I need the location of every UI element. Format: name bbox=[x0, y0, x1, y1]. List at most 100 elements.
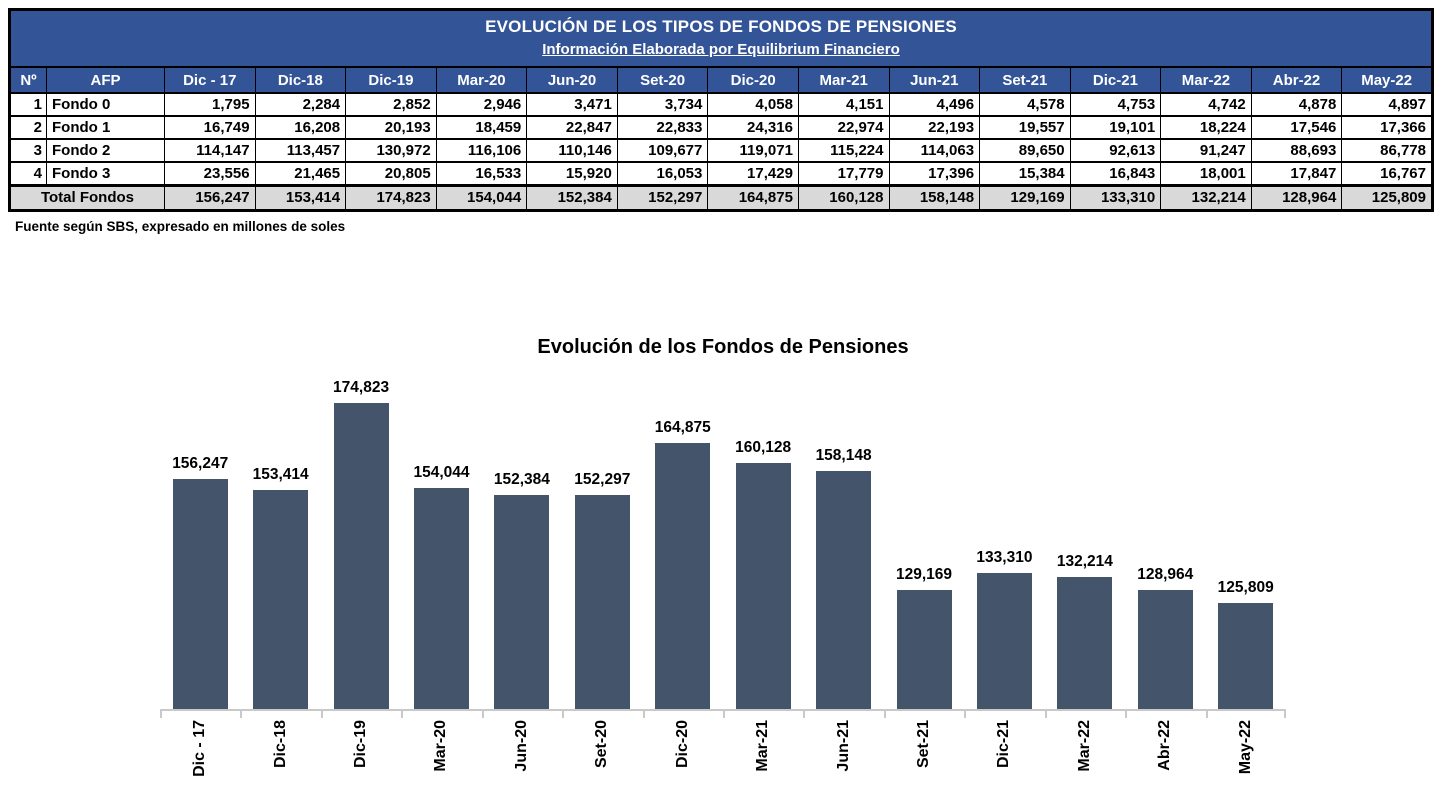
table-title-cell: EVOLUCIÓN DE LOS TIPOS DE FONDOS DE PENS… bbox=[9, 9, 1433, 68]
fund-value: 15,384 bbox=[979, 161, 1071, 186]
fund-value: 24,316 bbox=[707, 115, 799, 140]
axis-tick bbox=[1044, 711, 1047, 718]
column-header: Set-20 bbox=[616, 66, 709, 94]
fund-value: 17,779 bbox=[797, 161, 890, 186]
bar-slot: 160,128 bbox=[723, 372, 803, 709]
bar-data-label: 158,148 bbox=[815, 447, 872, 464]
total-value: 153,414 bbox=[254, 183, 347, 211]
column-header: Dic-19 bbox=[345, 66, 437, 94]
x-label-slot: Dic-19 bbox=[321, 720, 401, 812]
axis-tick bbox=[320, 711, 323, 718]
axis-tick bbox=[883, 711, 886, 718]
bar bbox=[333, 403, 389, 709]
x-axis-label: Dic-19 bbox=[352, 720, 370, 769]
fund-value: 86,778 bbox=[1341, 138, 1433, 163]
x-label-slot: Dic-21 bbox=[964, 720, 1044, 812]
fund-value: 17,429 bbox=[707, 161, 799, 186]
bar-data-label: 152,297 bbox=[574, 471, 631, 488]
x-axis-label: Abr-22 bbox=[1156, 720, 1174, 771]
bar-slot: 152,384 bbox=[482, 372, 562, 709]
bar bbox=[735, 463, 791, 709]
fund-value: 114,063 bbox=[888, 138, 981, 163]
bar-data-label: 133,310 bbox=[976, 549, 1033, 566]
fund-value: 2,284 bbox=[254, 92, 347, 117]
bar-slot: 153,414 bbox=[240, 372, 320, 709]
fund-value: 1,795 bbox=[164, 92, 256, 117]
bar bbox=[413, 488, 469, 709]
fund-value: 4,496 bbox=[888, 92, 981, 117]
x-label-slot: Jun-21 bbox=[803, 720, 883, 812]
fund-value: 20,805 bbox=[345, 161, 437, 186]
fund-value: 114,147 bbox=[164, 138, 256, 163]
fund-value: 89,650 bbox=[979, 138, 1071, 163]
table-row: 1 Fondo 0 1,795 2,284 2,852 2,946 3,471 3,734 4,… bbox=[9, 92, 1433, 117]
column-header: Dic - 17 bbox=[164, 66, 256, 94]
bar bbox=[816, 471, 872, 709]
bar-data-label: 153,414 bbox=[252, 466, 309, 483]
fund-value: 22,833 bbox=[616, 115, 709, 140]
bar-slot: 156,247 bbox=[160, 372, 240, 709]
fund-value: 17,396 bbox=[888, 161, 981, 186]
fund-value: 2,852 bbox=[345, 92, 437, 117]
fund-value: 88,693 bbox=[1250, 138, 1343, 163]
bar-data-label: 152,384 bbox=[493, 471, 550, 488]
bar-slot: 158,148 bbox=[803, 372, 883, 709]
fund-value: 22,847 bbox=[526, 115, 618, 140]
column-header: Mar-20 bbox=[435, 66, 528, 94]
x-axis-label: Dic-20 bbox=[673, 720, 691, 769]
fund-name: Fondo 0 bbox=[46, 92, 165, 117]
fund-name: Fondo 3 bbox=[46, 161, 165, 186]
total-label: Total Fondos bbox=[9, 183, 165, 211]
total-value: 154,044 bbox=[435, 183, 528, 211]
total-value: 164,875 bbox=[707, 183, 799, 211]
fund-value: 113,457 bbox=[254, 138, 347, 163]
fund-value: 19,101 bbox=[1069, 115, 1162, 140]
x-axis-label: Dic - 17 bbox=[191, 720, 209, 777]
pension-funds-table-section: EVOLUCIÓN DE LOS TIPOS DE FONDOS DE PENS… bbox=[8, 8, 1434, 234]
fund-value: 119,071 bbox=[707, 138, 799, 163]
fund-value: 16,053 bbox=[616, 161, 709, 186]
column-header: Dic-20 bbox=[707, 66, 799, 94]
total-value: 160,128 bbox=[797, 183, 890, 211]
bar bbox=[1057, 577, 1113, 709]
chart-x-axis bbox=[160, 709, 1286, 718]
fund-value: 16,208 bbox=[254, 115, 347, 140]
bar-slot: 128,964 bbox=[1125, 372, 1205, 709]
axis-tick bbox=[723, 711, 725, 718]
fund-value: 23,556 bbox=[164, 161, 256, 186]
fund-value: 16,749 bbox=[164, 115, 256, 140]
bar bbox=[976, 573, 1032, 709]
fund-value: 18,459 bbox=[435, 115, 528, 140]
column-header: Jun-20 bbox=[526, 66, 618, 94]
x-axis-label: Jun-20 bbox=[512, 720, 530, 772]
x-axis-label: May-22 bbox=[1236, 720, 1254, 775]
row-number: 2 bbox=[9, 115, 47, 140]
total-value: 125,809 bbox=[1341, 183, 1433, 211]
column-header: Mar-21 bbox=[797, 66, 890, 94]
table-subtitle: Información Elaborada por Equilibrium Fi… bbox=[542, 41, 900, 58]
row-number: 3 bbox=[9, 138, 47, 163]
fund-value: 17,546 bbox=[1250, 115, 1343, 140]
table-title: EVOLUCIÓN DE LOS TIPOS DE FONDOS DE PENS… bbox=[485, 17, 957, 36]
column-header: Abr-22 bbox=[1250, 66, 1343, 94]
fund-value: 17,847 bbox=[1250, 161, 1343, 186]
column-header: Mar-22 bbox=[1160, 66, 1252, 94]
axis-tick bbox=[642, 711, 645, 718]
axis-tick bbox=[562, 711, 565, 718]
bar-data-label: 154,044 bbox=[413, 464, 470, 481]
column-header: Jun-21 bbox=[888, 66, 981, 94]
column-header: Dic-18 bbox=[254, 66, 347, 94]
fund-value: 4,897 bbox=[1341, 92, 1433, 117]
fund-value: 4,753 bbox=[1069, 92, 1162, 117]
chart-x-axis-labels: Dic - 17 Dic-18 Dic-19 Mar-20 Jun-20 Set-20 Di… bbox=[160, 720, 1286, 812]
row-number: 4 bbox=[9, 161, 47, 186]
bar-data-label: 129,169 bbox=[895, 566, 953, 583]
x-axis-label: Set-21 bbox=[915, 720, 932, 769]
total-value: 152,297 bbox=[616, 183, 709, 211]
fund-value: 110,146 bbox=[526, 138, 618, 163]
table-header-row: Nº AFP Dic - 17 Dic-18 Dic-19 Mar-20 Jun-20 Set… bbox=[9, 66, 1433, 94]
table-footnote: Fuente según SBS, expresado en millones … bbox=[15, 218, 346, 234]
fund-value: 91,247 bbox=[1160, 138, 1252, 163]
x-axis-label: Dic-18 bbox=[271, 720, 289, 769]
x-axis-label: Jun-21 bbox=[834, 720, 852, 772]
